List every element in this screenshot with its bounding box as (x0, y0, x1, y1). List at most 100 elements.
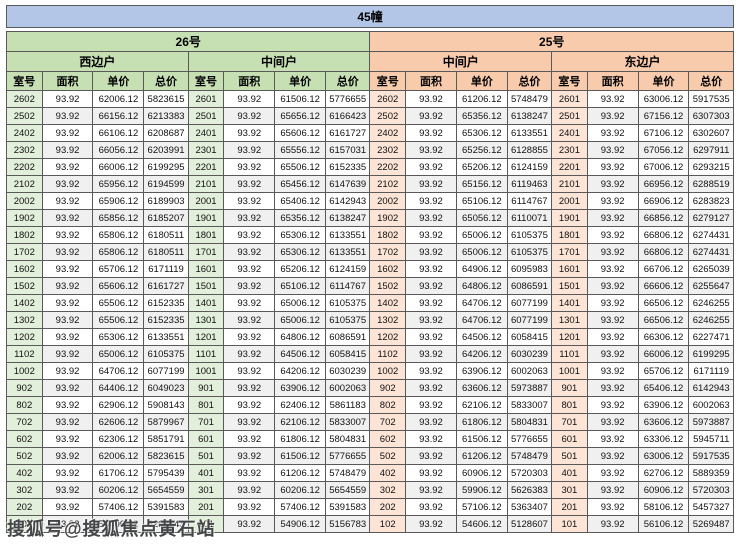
cell-unit-price: 65806.12 (92, 226, 145, 244)
cell-unit-price: 66806.12 (637, 226, 690, 244)
cell-area: 93.92 (41, 192, 94, 210)
cell-area: 93.92 (223, 158, 276, 176)
cell-unit-price: 65506.12 (92, 294, 145, 312)
cell-unit-price: 54606.12 (455, 515, 508, 533)
cell-area: 93.92 (586, 464, 639, 482)
cell-area: 93.92 (405, 328, 457, 346)
cell-area: 93.92 (586, 158, 639, 176)
cell-room: 2001 (187, 192, 225, 210)
cell-room: 2002 (369, 192, 407, 210)
cell-area: 93.92 (223, 498, 276, 516)
cell-unit-price: 66506.12 (637, 294, 690, 312)
cell-room: 2302 (369, 141, 407, 159)
cell-unit-price: 66156.12 (92, 107, 145, 125)
cell-total-price: 6288519 (688, 175, 734, 193)
col-header-unit-price: 单价 (455, 71, 508, 91)
cell-room: 2102 (6, 175, 43, 193)
table-row: 702 93.92 62606.12 5879967 701 93.92 62106.12 5… (6, 413, 734, 431)
cell-total-price: 5720303 (688, 481, 734, 499)
cell-total-price: 6086591 (325, 328, 371, 346)
cell-total-price: 6138247 (325, 209, 371, 227)
cell-total-price: 6152335 (143, 311, 189, 329)
cell-area: 93.92 (223, 464, 276, 482)
cell-unit-price: 57406.12 (92, 498, 145, 516)
cell-total-price: 6180511 (143, 243, 189, 261)
cell-total-price: 6058415 (506, 328, 553, 346)
cell-room: 701 (187, 413, 225, 431)
cell-area: 93.92 (586, 328, 639, 346)
cell-total-price: 6133551 (325, 243, 371, 261)
cell-total-price: 6194599 (143, 175, 189, 193)
cell-area: 93.92 (223, 362, 276, 380)
cell-area: 93.92 (586, 413, 639, 431)
cell-unit-price: 65306.12 (455, 124, 508, 142)
col-header-area: 面积 (405, 71, 457, 91)
cell-area: 93.92 (223, 430, 276, 448)
cell-room: 1302 (369, 311, 407, 329)
cell-total-price: 6213383 (143, 107, 189, 125)
cell-unit-price: 64706.12 (455, 294, 508, 312)
cell-unit-price: 65006.12 (455, 226, 508, 244)
cell-total-price: 5973887 (506, 379, 553, 397)
cell-unit-price: 65706.12 (92, 260, 145, 278)
col-header-room: 室号 (187, 71, 225, 91)
cell-total-price: 6171119 (143, 260, 189, 278)
cell-unit-price: 61806.12 (455, 413, 508, 431)
cell-unit-price: 62706.12 (637, 464, 690, 482)
cell-area: 93.92 (223, 481, 276, 499)
cell-unit-price: 65656.12 (274, 107, 327, 125)
cell-area: 93.92 (586, 124, 639, 142)
cell-total-price: 6133551 (143, 328, 189, 346)
table-row: 2002 93.92 65906.12 6189903 2001 93.92 65406.1… (6, 192, 734, 210)
building-header-row: 26号 25号 (5, 31, 734, 52)
table-row: 1102 93.92 65006.12 6105375 1101 93.92 64506.1… (6, 345, 734, 363)
table-row: 1502 93.92 65606.12 6161727 1501 93.92 65106.1… (6, 277, 734, 295)
cell-room: 2601 (187, 90, 225, 108)
cell-total-price: 5795439 (143, 464, 189, 482)
cell-total-price: 6152335 (143, 294, 189, 312)
cell-unit-price: 65106.12 (274, 277, 327, 295)
cell-unit-price: 65406.12 (274, 192, 327, 210)
cell-total-price: 6142943 (688, 379, 734, 397)
cell-room: 1502 (6, 277, 43, 295)
cell-area: 93.92 (41, 294, 94, 312)
cell-total-price: 5626383 (506, 481, 553, 499)
cell-area: 93.92 (41, 260, 94, 278)
table-row: 2302 93.92 66056.12 6203991 2301 93.92 65556.1… (6, 141, 734, 159)
cell-room: 302 (6, 481, 43, 499)
cell-unit-price: 65156.12 (455, 175, 508, 193)
unit-header-west: 西边户 (6, 51, 189, 72)
cell-room: 1701 (187, 243, 225, 261)
table-row: 2102 93.92 65956.12 6194599 2101 93.92 65456.1… (6, 175, 734, 193)
cell-unit-price: 61506.12 (455, 430, 508, 448)
cell-area: 93.92 (41, 498, 94, 516)
cell-total-price: 6157031 (325, 141, 371, 159)
cell-room: 602 (6, 430, 43, 448)
cell-unit-price: 65456.12 (274, 175, 327, 193)
cell-unit-price: 66956.12 (637, 175, 690, 193)
cell-total-price: 5823615 (143, 447, 189, 465)
cell-room: 2301 (187, 141, 225, 159)
cell-unit-price: 64706.12 (455, 311, 508, 329)
cell-room: 201 (551, 498, 588, 516)
cell-total-price: 6077199 (143, 362, 189, 380)
cell-area: 93.92 (586, 90, 639, 108)
cell-total-price: 6255647 (688, 277, 734, 295)
cell-room: 1602 (369, 260, 407, 278)
cell-room: 1501 (551, 277, 588, 295)
cell-total-price: 5908143 (143, 396, 189, 414)
cell-room: 1902 (369, 209, 407, 227)
cell-room: 1002 (369, 362, 407, 380)
cell-area: 93.92 (223, 345, 276, 363)
cell-room: 1201 (187, 328, 225, 346)
cell-unit-price: 63006.12 (637, 447, 690, 465)
cell-unit-price: 66106.12 (92, 124, 145, 142)
cell-area: 93.92 (405, 311, 457, 329)
cell-total-price: 6077199 (506, 294, 553, 312)
table-row: 1602 93.92 65706.12 6171119 1601 93.92 65206.1… (6, 260, 734, 278)
table-row: 2502 93.92 66156.12 6213383 2501 93.92 65656.1… (6, 107, 734, 125)
cell-area: 93.92 (405, 345, 457, 363)
cell-area: 93.92 (586, 260, 639, 278)
cell-total-price: 5945711 (688, 430, 734, 448)
